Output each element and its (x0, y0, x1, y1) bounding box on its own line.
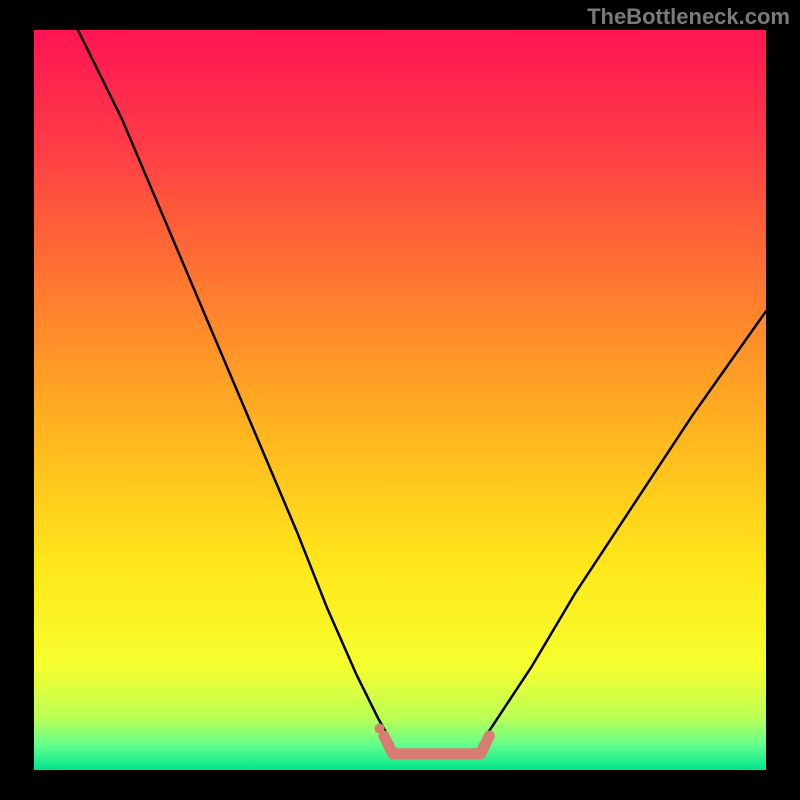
optimal-band-dot (375, 724, 385, 734)
plot-svg (34, 30, 766, 770)
gradient-background (34, 30, 766, 770)
watermark-text: TheBottleneck.com (587, 4, 790, 30)
chart-frame: TheBottleneck.com (0, 0, 800, 800)
plot-area (34, 30, 766, 770)
